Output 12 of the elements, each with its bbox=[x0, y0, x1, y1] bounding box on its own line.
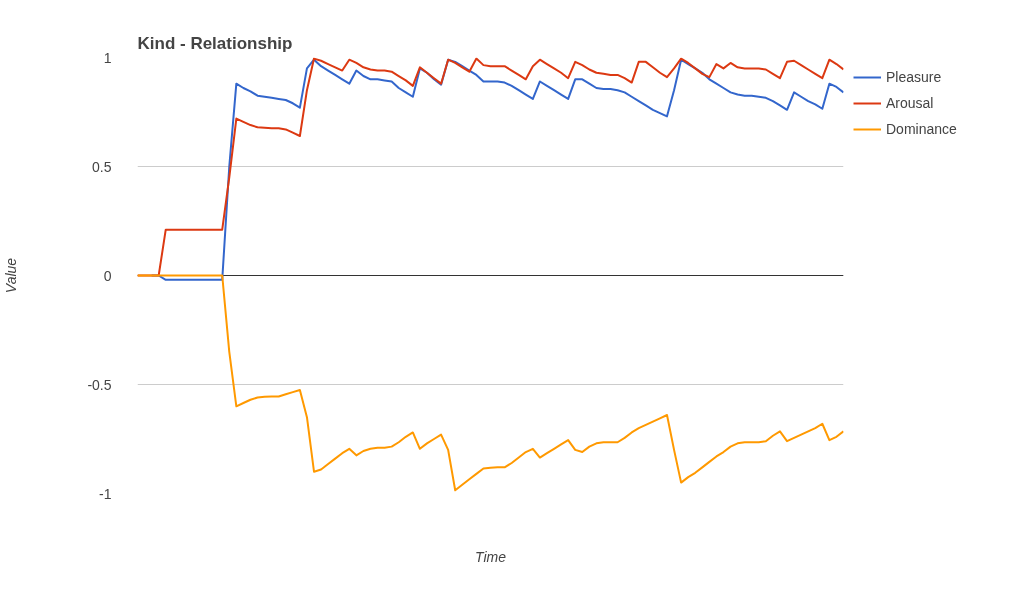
legend-label: Arousal bbox=[886, 95, 934, 111]
legend-label: Pleasure bbox=[886, 69, 942, 85]
y-tick-label: 0 bbox=[103, 267, 112, 284]
y-tick-label: -0.5 bbox=[87, 376, 112, 393]
line-series bbox=[137, 274, 844, 492]
y-axis-title: Value bbox=[3, 257, 20, 294]
chart-title: Kind - Relationship bbox=[137, 33, 293, 53]
y-tick-label: 0.5 bbox=[92, 158, 112, 175]
legend-label: Dominance bbox=[886, 121, 957, 137]
y-tick-label: -1 bbox=[99, 485, 112, 502]
x-axis-title: Time bbox=[475, 548, 507, 565]
y-tick-label: 1 bbox=[103, 49, 112, 66]
